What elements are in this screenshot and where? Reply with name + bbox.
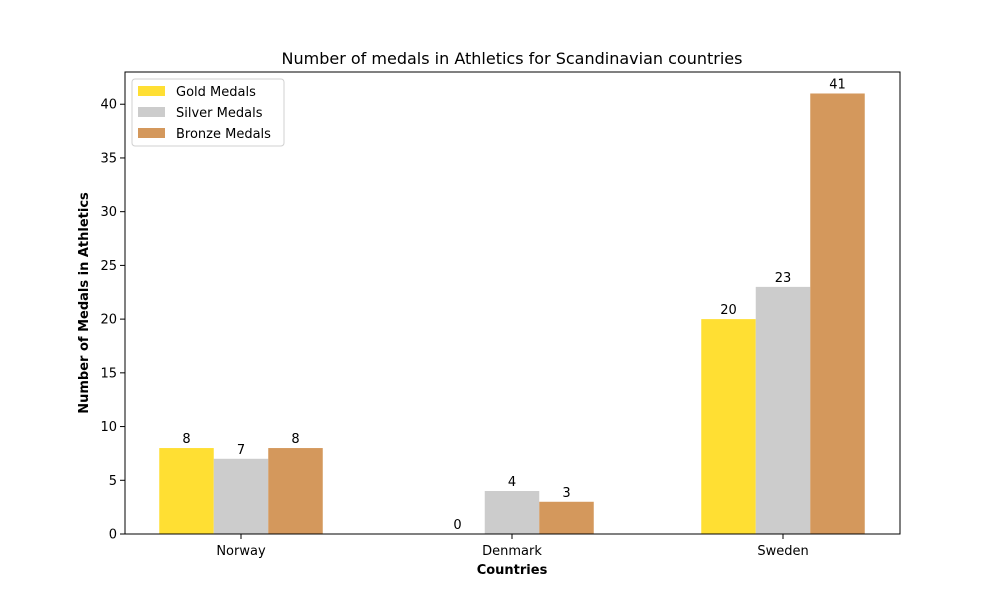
x-tick-label-norway: Norway (216, 544, 266, 559)
y-tick-label: 15 (100, 366, 117, 381)
bar-gold-medals-norway (159, 448, 214, 534)
legend-swatch-gold-medals (138, 86, 165, 96)
chart-title: Number of medals in Athletics for Scandi… (282, 49, 743, 68)
bar-bronze-medals-denmark (539, 501, 594, 534)
y-axis: 0 5 10 15 20 25 30 35 40 (100, 98, 125, 543)
bars-layer (159, 93, 865, 535)
data-labels: 8 0 20 7 4 23 8 3 41 (182, 77, 845, 533)
legend-swatch-bronze-medals (138, 128, 165, 138)
y-tick-label: 0 (109, 528, 117, 543)
data-label-bronze-medals-sweden: 41 (829, 77, 846, 92)
bar-silver-medals-sweden (755, 286, 811, 534)
bar-gold-medals-sweden (701, 319, 756, 534)
y-tick-label: 5 (109, 474, 117, 489)
x-axis: Norway Denmark Sweden (216, 534, 809, 559)
data-label-bronze-medals-norway: 8 (291, 432, 299, 447)
y-tick-label: 40 (100, 98, 117, 113)
x-tick-label-denmark: Denmark (482, 544, 542, 559)
data-label-bronze-medals-denmark: 3 (562, 486, 570, 501)
bar-bronze-medals-sweden (810, 93, 865, 535)
data-label-silver-medals-norway: 7 (237, 443, 245, 458)
legend-label-gold-medals: Gold Medals (176, 85, 256, 100)
data-label-silver-medals-sweden: 23 (775, 271, 792, 286)
y-axis-label: Number of Medals in Athletics (77, 192, 92, 414)
data-label-gold-medals-sweden: 20 (720, 303, 737, 318)
y-tick-label: 35 (100, 151, 117, 166)
plot-frame (124, 71, 901, 535)
x-axis-label: Countries (477, 563, 548, 578)
legend-label-silver-medals: Silver Medals (176, 106, 263, 121)
x-tick-label-sweden: Sweden (757, 544, 808, 559)
data-label-silver-medals-denmark: 4 (508, 475, 516, 490)
legend-swatch-silver-medals (138, 107, 165, 117)
legend: Gold Medals Silver Medals Bronze Medals (131, 78, 285, 147)
bar-silver-medals-norway (213, 458, 269, 534)
bar-bronze-medals-norway (268, 448, 323, 534)
legend-label-bronze-medals: Bronze Medals (176, 127, 271, 142)
y-tick-label: 10 (100, 420, 117, 435)
legend-frame (131, 78, 285, 147)
y-tick-label: 30 (100, 205, 117, 220)
bar-silver-medals-denmark (484, 491, 540, 534)
data-label-gold-medals-norway: 8 (182, 432, 190, 447)
y-tick-label: 25 (100, 259, 117, 274)
data-label-gold-medals-denmark: 0 (453, 518, 461, 533)
y-tick-label: 20 (100, 313, 117, 328)
